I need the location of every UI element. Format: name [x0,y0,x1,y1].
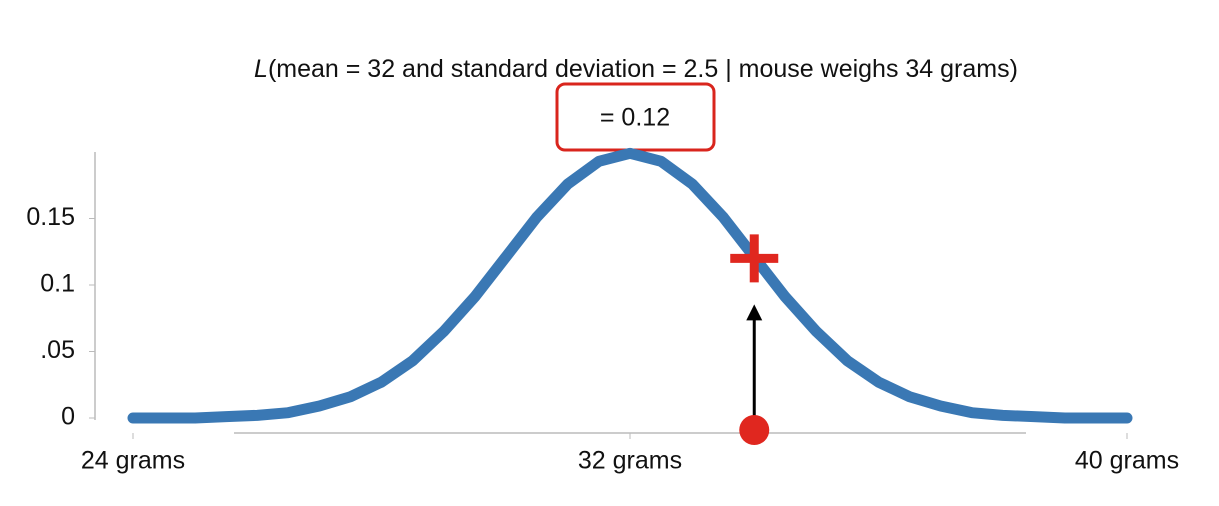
observation-dot [739,415,770,445]
annotation: = 0.12 [600,104,670,132]
x-tick-label: 32 grams [578,447,682,475]
title-function: L [254,55,268,83]
curve [127,147,1133,424]
arrow-head [746,304,763,321]
likelihood-marker [730,234,779,283]
y-tick-label: .05 [40,336,75,364]
chart-title: L(mean = 32 and standard deviation = 2.5… [254,55,1018,83]
y-tick-label: 0 [61,403,75,431]
x-tick-label: 24 grams [81,447,185,475]
y-tick-label: 0.1 [40,270,75,298]
y-tick-label: 0.15 [26,203,75,231]
x-tick-label: 40 grams [1075,447,1179,475]
title-text: (mean = 32 and standard deviation = 2.5 … [268,55,1018,83]
